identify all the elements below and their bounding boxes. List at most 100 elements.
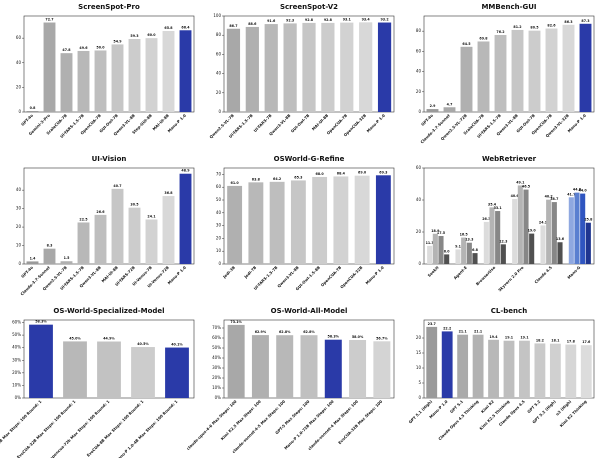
bar (443, 107, 456, 112)
chart-title: MMBench-GUI (481, 3, 536, 11)
bar (432, 233, 438, 264)
y-tick-label: 20% (12, 370, 21, 375)
x-tick-label: Mano-P 1.0 (166, 265, 187, 286)
x-tick-label: Mano-G (566, 265, 581, 280)
y-tick-label: 50% (212, 345, 221, 350)
y-tick-label: 100 (213, 13, 221, 18)
y-tick-label: 20 (16, 224, 22, 229)
y-tick-label: 15 (416, 350, 422, 355)
y-tick-label: 40 (416, 197, 422, 202)
value-label: 33.1 (494, 206, 503, 210)
x-tick-label: Mano-P 1.0 (364, 265, 385, 286)
bar (565, 344, 577, 398)
y-tick-label: 30 (16, 206, 22, 211)
value-label: 64.2 (273, 177, 281, 181)
x-tick-label: OpenCUA-32B (339, 265, 364, 290)
bar (562, 24, 575, 112)
bar (426, 109, 439, 112)
bar (377, 22, 392, 112)
y-tick-label: 0 (418, 395, 421, 400)
value-label: 86.7 (229, 24, 238, 28)
bar (426, 326, 438, 398)
plot-frame (423, 167, 595, 265)
x-tick-label: claude-opus-4-6 Max Steps: 100 (185, 399, 237, 451)
plot-frame (23, 167, 195, 265)
y-tick-label: 60 (216, 51, 222, 56)
x-tick-label: Mano-P 1.0-72B Max Steps: 100 (283, 399, 335, 451)
value-label: 26.6 (96, 210, 105, 214)
bar (312, 176, 328, 264)
bar (460, 46, 473, 112)
bar (349, 340, 367, 398)
bar (179, 173, 192, 264)
x-tick-label: Jedi-3B (221, 265, 236, 280)
bar (503, 340, 515, 398)
bar (29, 324, 53, 398)
bar (248, 182, 264, 264)
value-label: 58.0% (352, 335, 364, 339)
y-tick-label: 50 (216, 197, 222, 202)
value-label: 12.3 (499, 239, 508, 243)
bar (302, 22, 316, 112)
chart-title: CL-bench (491, 307, 527, 315)
value-label: 69.0 (358, 171, 367, 175)
value-label: 93.4 (362, 17, 371, 21)
value-label: 19.1 (520, 336, 529, 340)
bar (145, 38, 158, 112)
value-label: 72.7 (45, 18, 54, 22)
bar (251, 335, 269, 398)
y-tick-label: 0 (18, 261, 21, 266)
y-tick-label: 20 (216, 235, 222, 240)
value-label: 69.8 (479, 36, 488, 40)
x-tick-label: GPT-4o (20, 113, 34, 127)
y-tick-label: 0% (215, 395, 222, 400)
bar (549, 343, 561, 398)
bar (264, 24, 278, 113)
y-tick-label: 5 (418, 380, 421, 385)
y-tick-label: 70% (212, 325, 221, 330)
bar (546, 199, 552, 264)
bar (585, 222, 591, 264)
bar (128, 39, 141, 113)
y-tick-label: 60% (212, 335, 221, 340)
value-label: 65.3 (294, 175, 303, 179)
plot-frame (423, 15, 595, 113)
bar (111, 188, 124, 264)
bar (131, 347, 155, 398)
bar (579, 23, 592, 113)
y-tick-label: 0 (218, 109, 221, 114)
value-label: 59.3 (130, 34, 139, 38)
value-label: 62.9% (255, 330, 267, 334)
bar (489, 207, 495, 264)
bar (568, 197, 574, 264)
y-tick-label: 20 (416, 229, 422, 234)
value-label: 92.8 (324, 18, 333, 22)
bar (226, 28, 241, 113)
value-label: 49.1 (516, 180, 525, 184)
value-label: 19.0 (528, 229, 537, 233)
bar (488, 339, 499, 398)
x-tick-label: EvoCUA-32B Max Steps: 100 (337, 399, 384, 446)
value-label: 17.6 (582, 340, 591, 344)
x-tick-label: Claude-3.7-Sonnet (419, 113, 451, 145)
x-tick-label: Kimi K2 Thinking (558, 399, 587, 428)
value-label: 92.8 (305, 18, 314, 22)
value-label: 93.2 (380, 18, 388, 22)
value-label: 36.8 (164, 191, 173, 195)
bar (551, 202, 557, 264)
plot-frame (23, 15, 195, 113)
y-tick-label: 0 (218, 261, 221, 266)
bar (162, 196, 175, 264)
bar (43, 22, 56, 112)
bar (245, 26, 259, 112)
x-tick-label: OpenCUA-7B (320, 265, 343, 288)
value-label: 13.3 (465, 238, 474, 242)
value-label: 18.9 (431, 229, 440, 233)
value-label: 30.5 (130, 203, 139, 207)
value-label: 54.9 (113, 39, 122, 43)
chart-title: ScreenSpot-Pro (78, 3, 140, 11)
y-tick-label: 0 (18, 109, 21, 114)
value-label: 8.3 (47, 244, 54, 248)
value-label: 0.8 (30, 106, 37, 110)
